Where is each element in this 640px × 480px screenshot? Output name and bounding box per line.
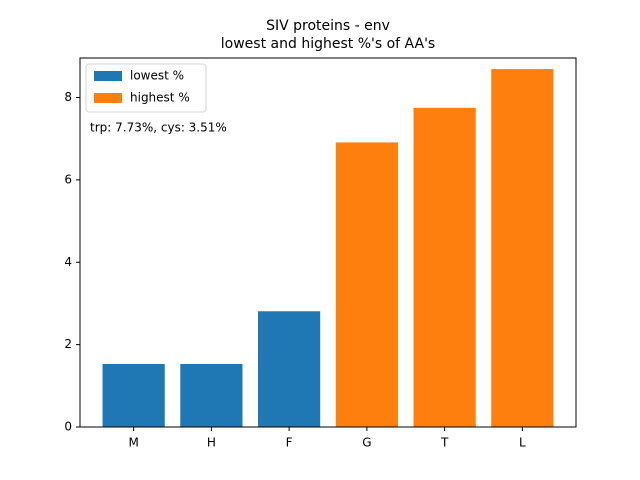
x-tick-label: H [207,436,216,450]
axes-frame [79,57,577,428]
bar [335,142,398,427]
x-tick-label: L [519,436,526,450]
legend-label: lowest % [130,69,184,83]
x-tick-label: M [128,436,138,450]
y-tick-label: 0 [64,420,72,434]
y-tick-label: 4 [64,255,72,269]
bar [258,311,321,427]
y-tick-label: 2 [64,337,72,351]
legend-label: highest % [130,91,190,105]
chart-title: SIV proteins - env [266,18,390,34]
bar [180,363,243,427]
bar [102,363,165,427]
x-tick-label: F [286,436,293,450]
bar [413,107,476,427]
y-tick-label: 6 [64,172,72,186]
legend-swatch [94,71,122,81]
legend-swatch [94,93,122,103]
annotation: trp: 7.73%, cys: 3.51% [90,121,227,135]
x-tick-label: G [362,436,371,450]
x-tick-label: T [440,436,449,450]
chart-subtitle: lowest and highest %'s of AA's [221,36,435,52]
y-tick-label: 8 [64,90,72,104]
bar [491,69,554,428]
